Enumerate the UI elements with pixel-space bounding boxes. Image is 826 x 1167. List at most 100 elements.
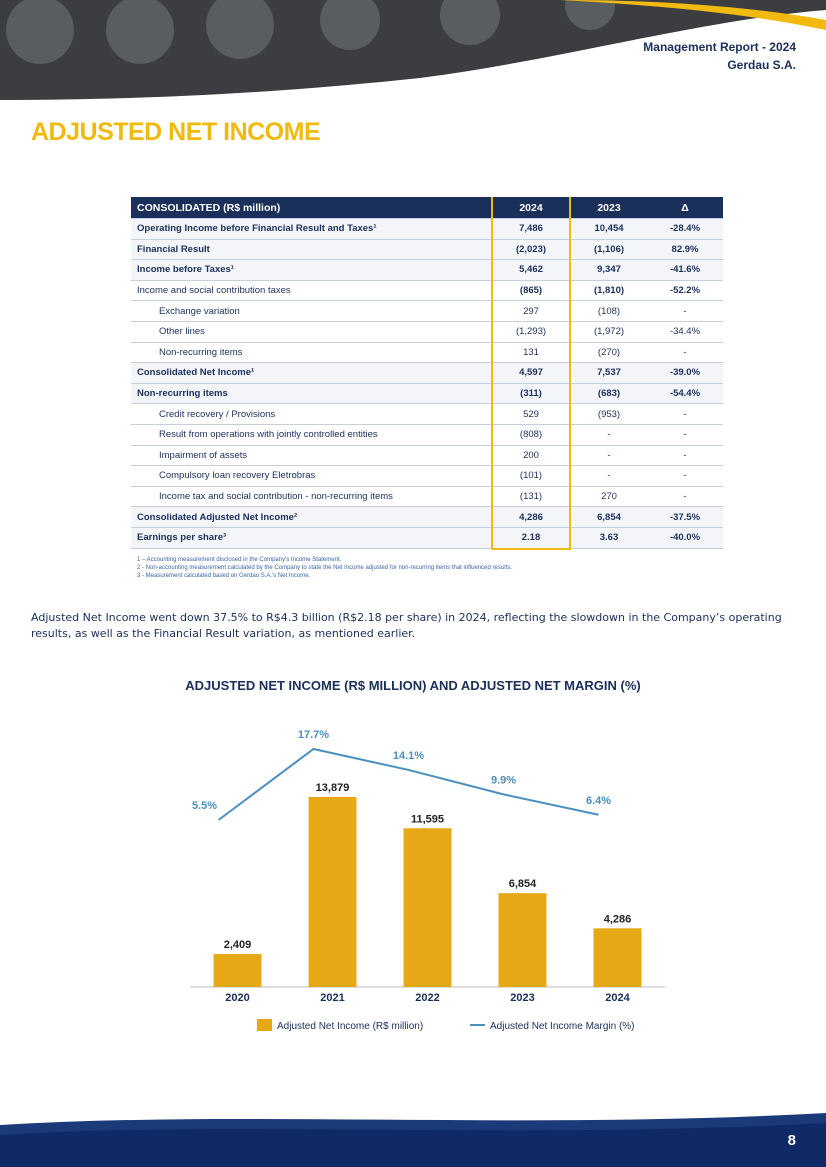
row-label: Credit recovery / Provisions	[131, 403, 492, 425]
value-cell: (270)	[570, 342, 647, 364]
value-cell: 5,462	[491, 259, 571, 281]
row-label: Earnings per share³	[131, 527, 492, 550]
value-cell: 4,597	[491, 362, 571, 384]
value-cell: (1,106)	[570, 239, 647, 261]
row-label: Income and social contribution taxes	[131, 280, 492, 302]
footnote: 2 - Non-accounting measurement calculate…	[137, 565, 512, 571]
value-cell: 7,537	[570, 362, 647, 384]
section-title: ADJUSTED NET INCOME	[31, 118, 321, 146]
table-row: Impairment of assets 200- -	[131, 445, 723, 467]
bar-label: 6,854	[509, 878, 537, 890]
value-cell: -28.4%	[647, 218, 723, 240]
x-tick-label: 2020	[225, 992, 249, 1004]
value-cell: -	[647, 342, 723, 364]
value-cell: -41.6%	[647, 259, 723, 281]
row-label: Impairment of assets	[131, 445, 492, 467]
value-cell: 6,854	[570, 506, 647, 528]
results-table: CONSOLIDATED (R$ million) 2024 2023 Δ Operat…	[131, 197, 723, 550]
value-cell: 9,347	[570, 259, 647, 281]
row-label: Non-recurring items	[131, 383, 492, 405]
row-label: Other lines	[131, 321, 492, 343]
table-row: Consolidated Adjusted Net Income² 4,286 6,…	[131, 506, 723, 528]
table-row: Financial Result (2,023) (1,106) 82.9%	[131, 239, 723, 261]
value-cell: 82.9%	[647, 239, 723, 261]
line-label: 14.1%	[393, 750, 424, 762]
column-header: 2024	[491, 197, 571, 219]
value-cell: (2,023)	[491, 239, 571, 261]
table-row: Consolidated Net Income¹ 4,597 7,537 -39.0%	[131, 362, 723, 384]
table-row: Other lines (1,293) (1,972) -34.4%	[131, 321, 723, 343]
table-row: Non-recurring items 131 (270) -	[131, 342, 723, 364]
value-cell: 297	[491, 300, 571, 322]
coils	[6, 0, 615, 64]
value-cell: (311)	[491, 383, 571, 405]
x-tick-label: 2023	[510, 992, 534, 1004]
chart: ADJUSTED NET INCOME (R$ MILLION) AND ADJ…	[185, 678, 665, 1032]
bar-label: 4,286	[604, 913, 632, 925]
value-cell: 10,454	[570, 218, 647, 240]
value-cell: 7,486	[491, 218, 571, 240]
value-cell: (953)	[570, 403, 647, 425]
x-tick-label: 2024	[605, 992, 630, 1004]
value-cell: -	[647, 465, 723, 487]
footer-wave-dark	[0, 1123, 826, 1167]
value-cell: -	[570, 465, 647, 487]
header-accent	[560, 0, 826, 30]
value-cell: -	[647, 424, 723, 446]
bar	[308, 797, 357, 987]
value-cell: -	[647, 403, 723, 425]
bar	[403, 828, 452, 987]
value-cell: -	[647, 300, 723, 322]
column-header: 2023	[570, 197, 647, 219]
header-row: CONSOLIDATED (R$ million) 2024 2023 Δ	[131, 197, 723, 219]
value-cell: -40.0%	[647, 527, 723, 550]
value-cell: -	[570, 445, 647, 467]
table-row: Income tax and social contribution - non…	[131, 486, 723, 508]
value-cell: -52.2%	[647, 280, 723, 302]
footnotes: 1 – Accounting measurement disclosed in …	[137, 556, 512, 580]
table-row: Compulsory loan recovery Eletrobras (101)…	[131, 465, 723, 487]
value-cell: -37.5%	[647, 506, 723, 528]
table-row: Result from operations with jointly cont…	[131, 424, 723, 446]
table-row: Non-recurring items (311) (683) -54.4%	[131, 383, 723, 405]
footnote: 1 – Accounting measurement disclosed in …	[137, 557, 342, 563]
row-label: Income before Taxes¹	[131, 259, 492, 281]
page-number: 8	[787, 1132, 796, 1149]
row-label: Financial Result	[131, 239, 492, 261]
value-cell: -54.4%	[647, 383, 723, 405]
bar	[213, 954, 262, 987]
row-label: Compulsory loan recovery Eletrobras	[131, 465, 492, 487]
table-row: Income and social contribution taxes (865…	[131, 280, 723, 302]
value-cell: (683)	[570, 383, 647, 405]
chart-title: ADJUSTED NET INCOME (R$ MILLION) AND ADJ…	[185, 678, 640, 693]
bar	[498, 893, 547, 987]
bar-label: 11,595	[411, 813, 444, 825]
value-cell: (1,972)	[570, 321, 647, 343]
line-label: 6.4%	[586, 795, 611, 807]
value-cell: (1,293)	[491, 321, 571, 343]
column-header: CONSOLIDATED (R$ million)	[131, 197, 492, 219]
value-cell: 270	[570, 486, 647, 508]
value-cell: 131	[491, 342, 571, 364]
company-name: Gerdau S.A.	[727, 58, 796, 72]
table-row: Exchange variation 297 (108) -	[131, 300, 723, 322]
table-row: Income before Taxes¹ 5,462 9,347 -41.6%	[131, 259, 723, 281]
row-label: Income tax and social contribution - non…	[131, 486, 492, 508]
value-cell: (1,810)	[570, 280, 647, 302]
row-label: Consolidated Net Income¹	[131, 362, 492, 384]
column-header: Δ	[647, 197, 723, 219]
table-row: Earnings per share³ 2.18 3.63 -40.0%	[131, 527, 723, 550]
row-label: Result from operations with jointly cont…	[131, 424, 492, 446]
bar-label: 2,409	[224, 939, 252, 951]
bar	[593, 928, 642, 987]
margin-line	[217, 747, 599, 821]
x-tick-label: 2022	[415, 992, 439, 1004]
legend-label: Adjusted Net Income (R$ million)	[277, 1021, 423, 1032]
value-cell: 3.63	[570, 527, 647, 550]
value-cell: (101)	[491, 465, 571, 487]
value-cell: -	[647, 486, 723, 508]
row-label: Consolidated Adjusted Net Income²	[131, 506, 492, 528]
value-cell: -	[647, 445, 723, 467]
